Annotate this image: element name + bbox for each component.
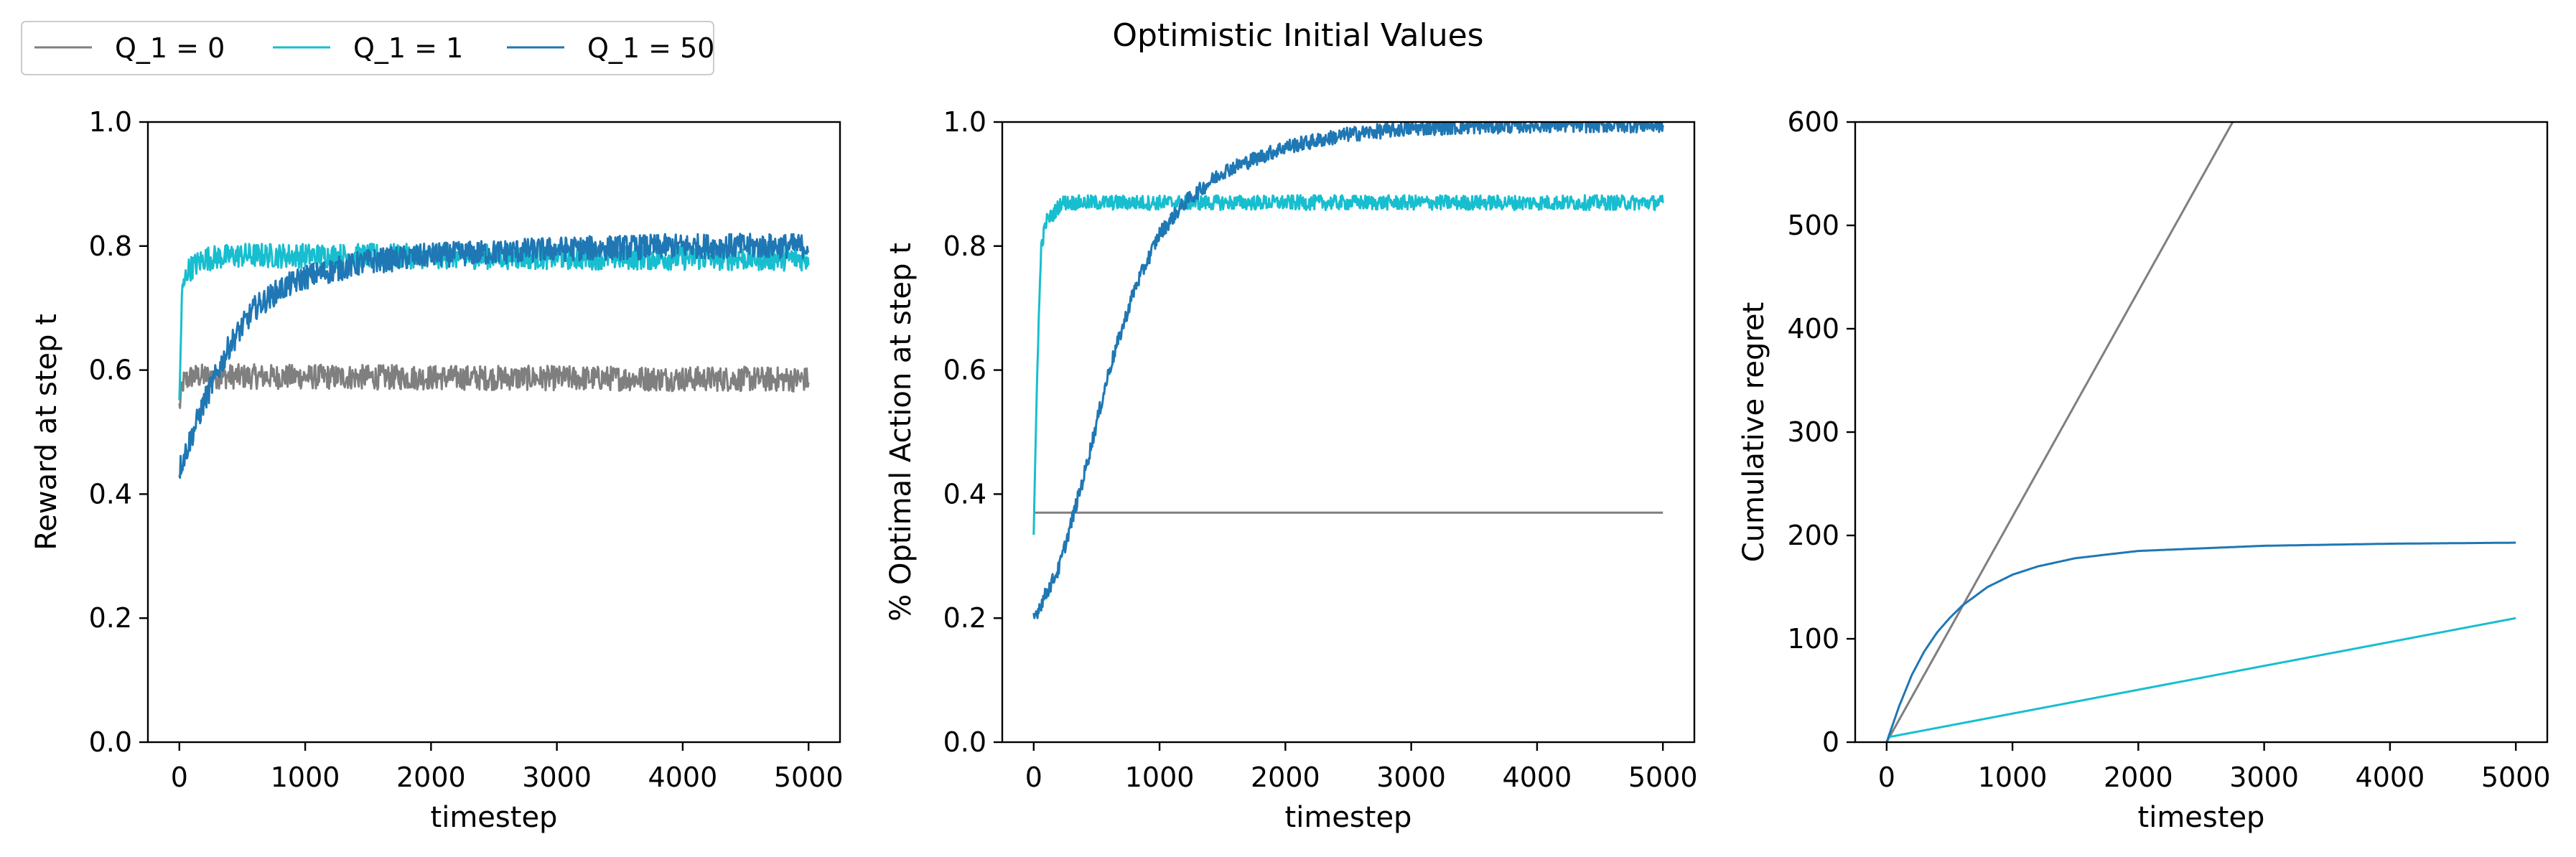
x-tick-label: 1000: [1978, 762, 2048, 793]
y-tick-label: 300: [1787, 416, 1839, 448]
legend-label: Q_1 = 50: [587, 32, 714, 64]
y-tick-label: 0.8: [89, 230, 132, 262]
y-tick-label: 0.2: [89, 602, 132, 634]
y-tick-label: 0.6: [943, 355, 986, 386]
y-tick-label: 400: [1787, 313, 1839, 345]
legend-entry-q1-0: Q_1 = 0: [34, 32, 225, 64]
y-tick-label: 0.6: [89, 355, 132, 386]
x-tick-label: 0: [1878, 762, 1895, 793]
y-tick-label: 1.0: [943, 106, 986, 138]
plot-area: [1885, 122, 2516, 742]
x-tick-label: 3000: [1376, 762, 1446, 793]
legend: Q_1 = 0 Q_1 = 1 Q_1 = 50: [21, 21, 714, 75]
x-tick-label: 5000: [2481, 762, 2551, 793]
y-axis-label: Reward at step t: [30, 314, 63, 551]
x-tick-label: 3000: [2229, 762, 2299, 793]
legend-frame: [21, 21, 714, 75]
legend-entry-q1-50: Q_1 = 50: [507, 32, 714, 64]
x-tick-label: 4000: [1503, 762, 1572, 793]
x-tick-label: 4000: [2356, 762, 2425, 793]
y-axis-label: Cumulative regret: [1737, 302, 1770, 562]
x-tick-label: 1000: [271, 762, 340, 793]
axes-frame: [146, 121, 841, 744]
y-tick-label: 0.8: [943, 230, 986, 262]
y-tick-label: 500: [1787, 210, 1839, 241]
series-line-2: [1885, 541, 2516, 742]
x-axis-label: timestep: [2138, 801, 2265, 834]
y-tick-label: 0.4: [943, 478, 986, 510]
y-tick-label: 600: [1787, 106, 1839, 138]
series-line-0: [1885, 122, 2234, 742]
plot-area: [178, 233, 810, 479]
series-line-2: [178, 233, 810, 479]
x-tick-label: 5000: [774, 762, 844, 793]
x-tick-label: 3000: [522, 762, 592, 793]
axes-frame: [1001, 121, 1696, 744]
series-line-2: [1032, 122, 1664, 619]
y-axis-label: % Optimal Action at step t: [885, 243, 918, 622]
axes-frame: [1854, 121, 2549, 744]
x-tick-label: 2000: [1251, 762, 1320, 793]
y-tick-label: 100: [1787, 623, 1839, 655]
x-tick-label: 0: [171, 762, 188, 793]
x-tick-label: 0: [1025, 762, 1042, 793]
y-tick-label: 0: [1822, 726, 1839, 758]
y-tick-label: 0.0: [943, 726, 986, 758]
x-axis-label: timestep: [431, 801, 558, 834]
x-tick-label: 5000: [1628, 762, 1698, 793]
plot-area: [1032, 122, 1664, 619]
y-tick-label: 1.0: [89, 106, 132, 138]
x-tick-label: 2000: [2104, 762, 2173, 793]
axes-cumulative-regret: 0 1000 2000 3000 4000 5000 0 100 200 300 400 500 600…: [1737, 106, 2551, 834]
y-tick-label: 0.0: [89, 726, 132, 758]
figure-title: Optimistic Initial Values: [1112, 17, 1483, 54]
x-tick-label: 4000: [648, 762, 718, 793]
y-tick-label: 0.4: [89, 478, 132, 510]
legend-entry-q1-1: Q_1 = 1: [273, 32, 463, 64]
series-line-0: [178, 362, 810, 409]
x-tick-label: 1000: [1125, 762, 1195, 793]
axes-optimal-action: 0 1000 2000 3000 4000 5000 0.0 0.2 0.4 0.6 0.8 1.0 t…: [885, 106, 1698, 834]
series-line-1: [1032, 194, 1664, 535]
series-line-1: [1885, 617, 2516, 742]
x-axis-label: timestep: [1285, 801, 1412, 834]
y-tick-label: 0.2: [943, 602, 986, 634]
legend-label: Q_1 = 1: [353, 32, 463, 64]
x-tick-label: 2000: [396, 762, 466, 793]
axes-reward: 0 1000 2000 3000 4000 5000 0.0 0.2 0.4 0.6 0.8 1.0 t…: [30, 106, 844, 834]
legend-label: Q_1 = 0: [115, 32, 225, 64]
y-tick-label: 200: [1787, 520, 1839, 551]
